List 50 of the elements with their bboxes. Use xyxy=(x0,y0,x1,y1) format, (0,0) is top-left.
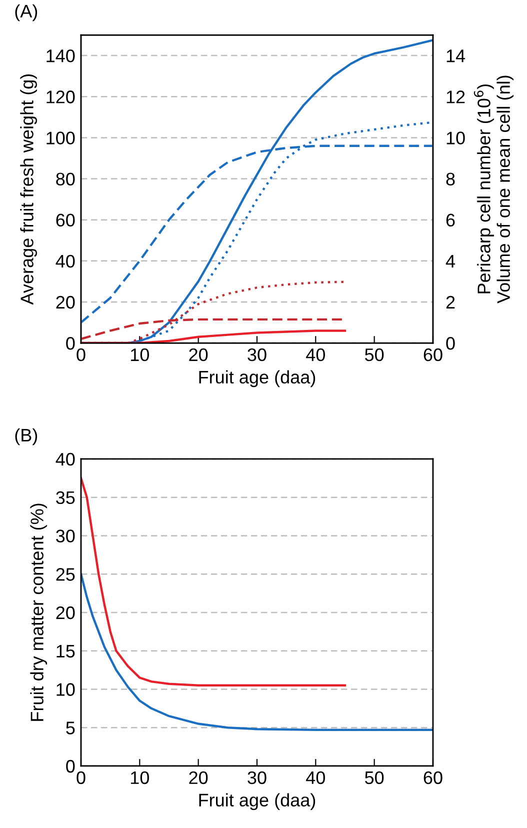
y-tick-label: 30 xyxy=(56,530,75,542)
x-tick-label: 10 xyxy=(131,771,149,784)
x-tick-label: 30 xyxy=(248,348,266,362)
x-tick-label: 40 xyxy=(306,771,325,784)
x-tick-label: 50 xyxy=(365,348,384,362)
x-tick-label: 0 xyxy=(76,348,86,362)
y-axis-title: Fruit dry matter content (%) xyxy=(30,504,48,721)
y-tick-label: 20 xyxy=(56,296,75,309)
y-tick-label: 25 xyxy=(56,568,75,581)
x-axis-title: Fruit age (daa) xyxy=(199,370,316,388)
y2-tick-label: 10 xyxy=(446,132,465,144)
x-tick-label: 50 xyxy=(365,771,384,784)
y2-tick-label: 2 xyxy=(446,296,455,309)
y-tick-label: 0 xyxy=(66,336,75,350)
x-tick-label: 60 xyxy=(424,771,442,784)
y-tick-label: 0 xyxy=(66,760,75,773)
line-series xyxy=(81,477,346,686)
y2-tick-label: 8 xyxy=(446,172,455,186)
y2-tick-label: 4 xyxy=(446,255,455,268)
y-tick-label: 20 xyxy=(56,606,75,620)
y2-tick-label: 12 xyxy=(446,90,465,104)
y-tick-label: 120 xyxy=(46,90,75,104)
chart-title: (B) xyxy=(15,428,38,446)
y2-tick-label: 6 xyxy=(446,214,455,227)
x-tick-label: 30 xyxy=(248,771,266,784)
y-tick-label: 35 xyxy=(56,491,75,504)
y-tick-label: 60 xyxy=(56,214,75,227)
y-tick-label: 40 xyxy=(56,254,75,268)
x-tick-label: 60 xyxy=(424,348,442,362)
line-series xyxy=(81,330,346,344)
x-tick-label: 40 xyxy=(306,348,325,362)
y-tick-label: 15 xyxy=(56,644,75,658)
y2-tick-label: 14 xyxy=(446,50,466,62)
y-tick-label: 5 xyxy=(66,722,75,734)
x-tick-label: 10 xyxy=(131,348,149,362)
y-axis-title: Average fruit fresh weight (g) xyxy=(20,74,37,305)
y-tick-label: 100 xyxy=(46,132,75,144)
x-tick-label: 0 xyxy=(76,771,86,784)
x-tick-label: 20 xyxy=(189,771,208,784)
x-tick-label: 20 xyxy=(189,348,208,362)
y-tick-label: 140 xyxy=(46,49,75,62)
chart-title: (A) xyxy=(15,4,38,22)
y-tick-label: 80 xyxy=(56,172,75,186)
line-series xyxy=(81,572,433,732)
y-tick-label: 10 xyxy=(56,683,75,696)
line-series xyxy=(81,280,346,344)
x-axis-title: Fruit age (daa) xyxy=(199,793,316,810)
y-tick-label: 40 xyxy=(56,452,75,466)
y2-axis-title: Pericarp cell number (10$^{6}$) Volume of one mean cell (nl) xyxy=(474,76,514,304)
y2-tick-label: 0 xyxy=(446,336,455,350)
